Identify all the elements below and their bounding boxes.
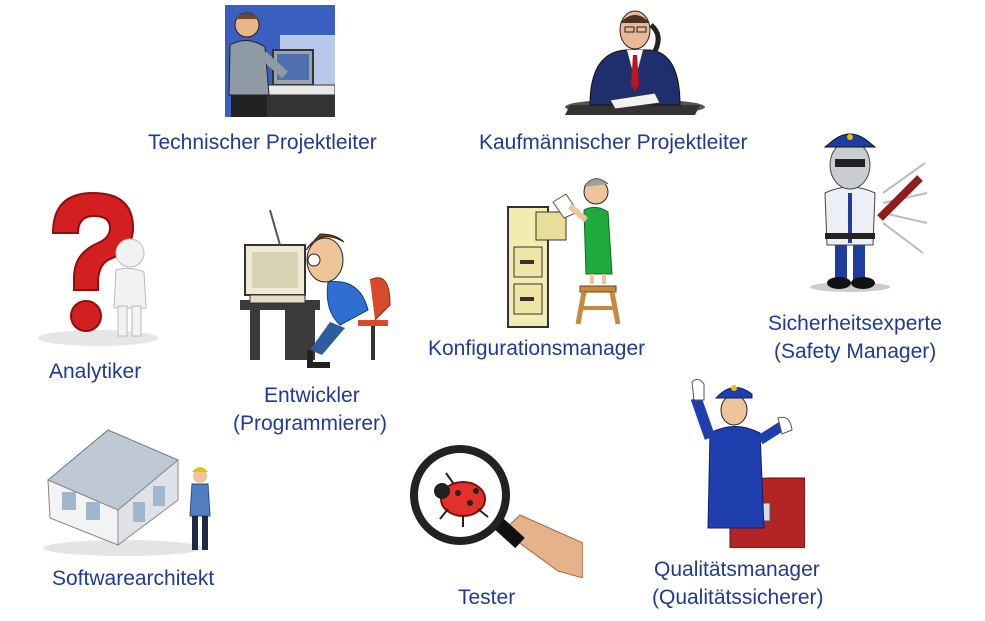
role-label: Konfigurationsmanager (428, 337, 646, 360)
woman-filing-cabinet-icon (507, 178, 621, 328)
role-label-line1: Sicherheitsexperte (768, 312, 942, 335)
technician-at-computer-icon (225, 5, 335, 117)
security-guard-icon (810, 133, 928, 292)
role-label-line2: (Safety Manager) (774, 340, 937, 363)
role-label: Tester (458, 586, 516, 609)
role-label: Analytiker (49, 360, 142, 383)
role-label: Technischer Projektleiter (148, 131, 377, 154)
police-officer-stop-icon (690, 378, 805, 548)
question-mark-figure-icon (38, 191, 158, 346)
role-label-line1: Entwickler (264, 384, 360, 407)
role-label: Softwarearchitekt (52, 567, 215, 590)
businessman-on-phone-icon (565, 10, 705, 115)
role-label-line2: (Qualitätssicherer) (652, 586, 824, 609)
role-label-line2: (Programmierer) (233, 412, 388, 435)
programmer-at-computer-icon (240, 210, 391, 368)
magnifier-bug-icon (410, 445, 583, 578)
architect-house-model-icon (43, 429, 211, 556)
role-label: Kaufmännischer Projektleiter (479, 131, 748, 154)
role-label-line1: Qualitätsmanager (654, 558, 820, 581)
